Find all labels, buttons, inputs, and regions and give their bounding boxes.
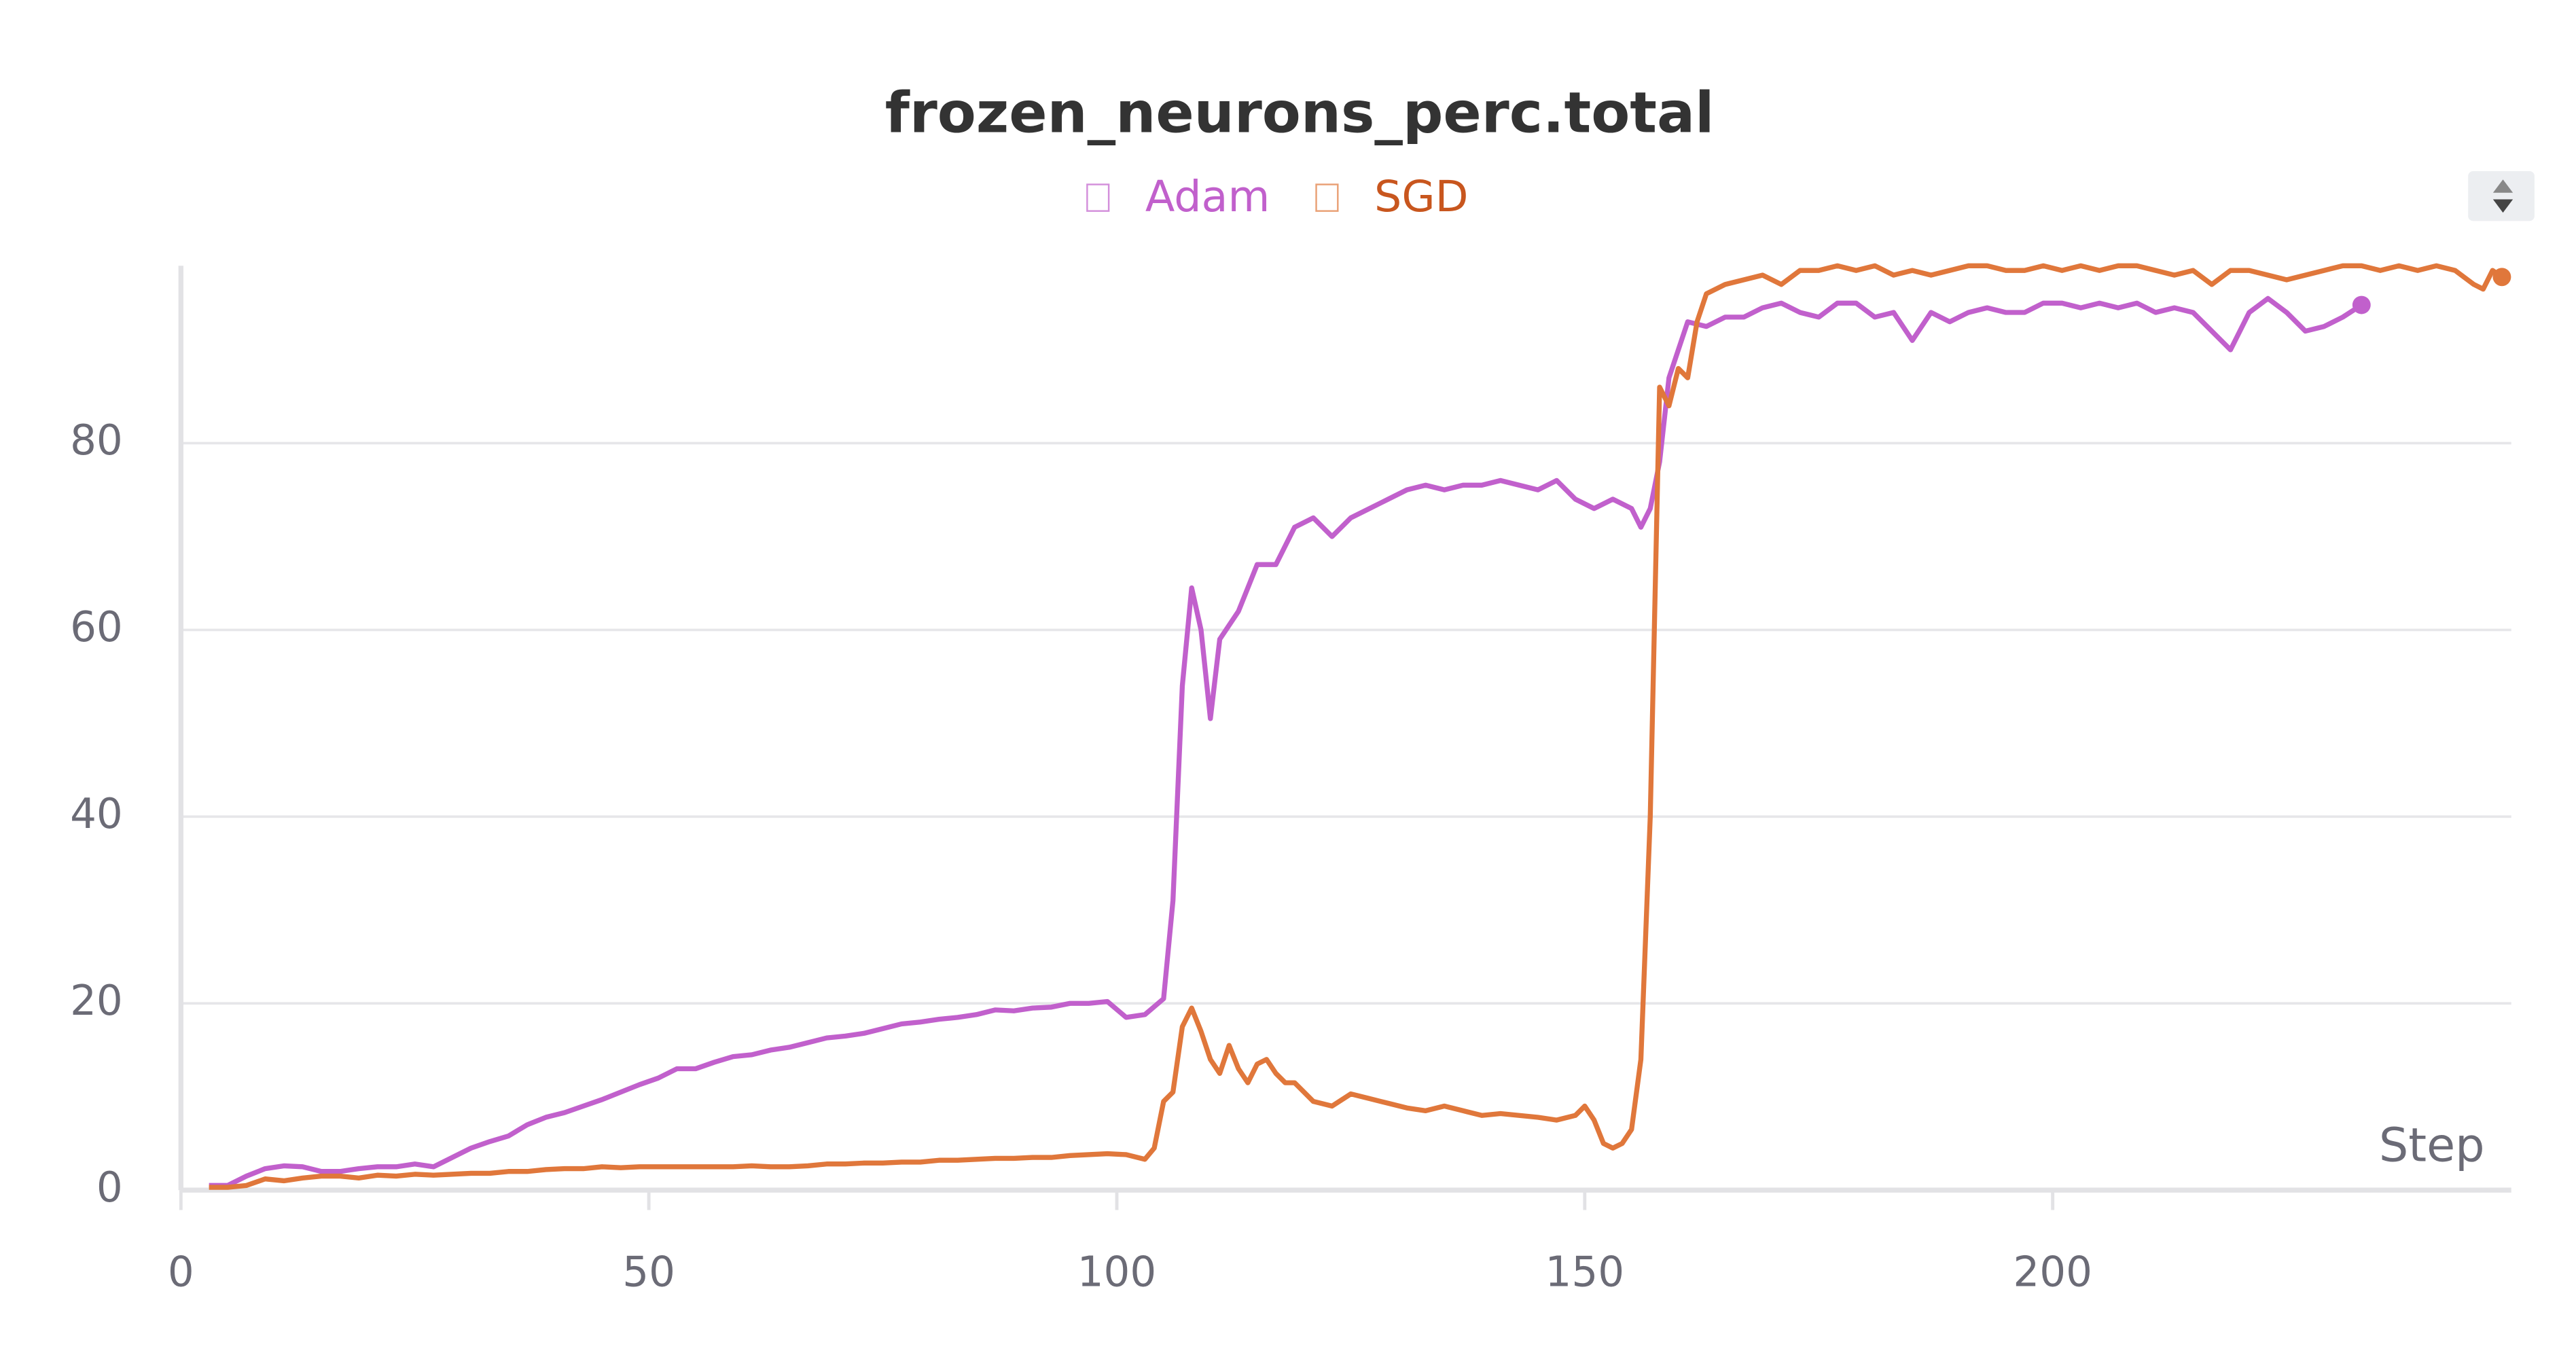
y-tick-label: 40 [70, 790, 123, 838]
legend-label: Adam [1145, 171, 1270, 221]
x-tick-label: 200 [2013, 1248, 2092, 1296]
legend-swatch [1315, 183, 1339, 212]
y-tick-label: 80 [70, 416, 123, 465]
series-line [209, 263, 2504, 1190]
x-tick-label: 150 [1545, 1248, 1625, 1296]
y-tick-label: 20 [70, 977, 123, 1025]
chart-title: frozen_neurons_perc.total [885, 79, 1715, 145]
y-tick-label: 60 [70, 603, 123, 651]
end-point [2492, 268, 2511, 287]
end-point [2352, 295, 2371, 314]
scroll-box[interactable] [2468, 171, 2535, 221]
legend-swatch [1086, 183, 1110, 212]
arrow-up[interactable] [2492, 179, 2514, 193]
scroll-control[interactable] [2468, 171, 2535, 221]
legend-label: SGD [1374, 171, 1468, 221]
arrow-down[interactable] [2492, 199, 2514, 213]
x-tick-label: 100 [1077, 1248, 1157, 1296]
x-axis-label: Step [2379, 1119, 2485, 1173]
series-line [209, 295, 2363, 1189]
y-tick-label: 0 [96, 1163, 123, 1212]
x-tick-label: 0 [168, 1248, 194, 1296]
x-tick-label: 50 [622, 1248, 675, 1296]
